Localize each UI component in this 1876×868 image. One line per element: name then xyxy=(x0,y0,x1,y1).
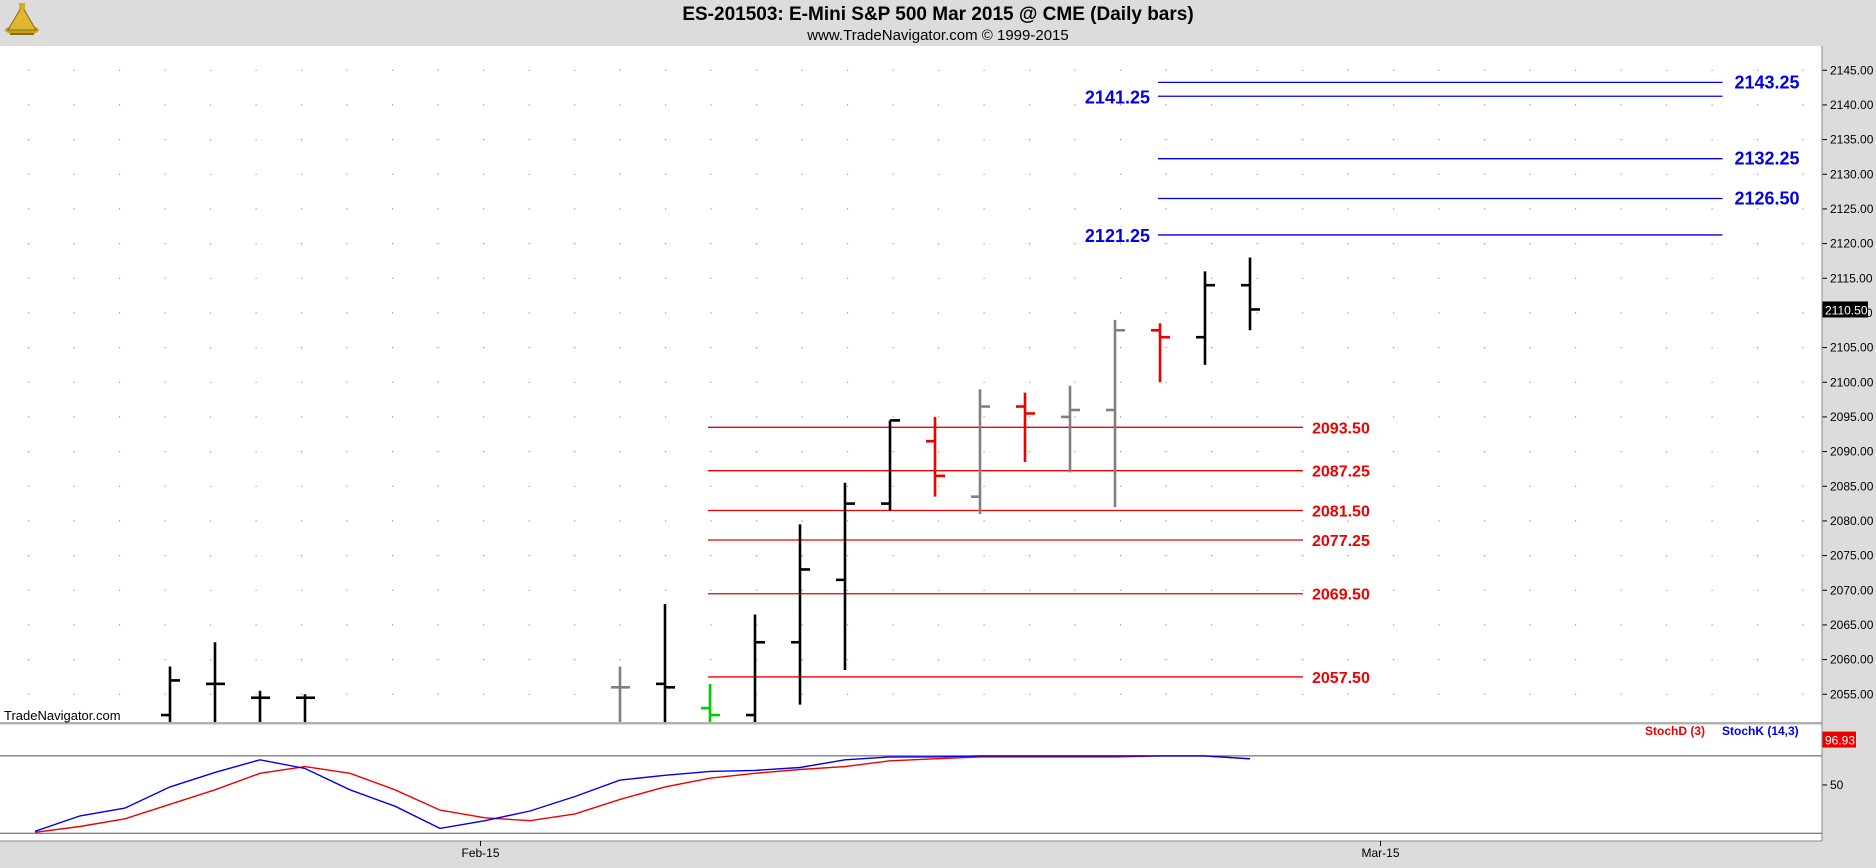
price-tick-label: 2080.00 xyxy=(1830,514,1874,528)
chart-subtitle: www.TradeNavigator.com © 1999-2015 xyxy=(806,27,1068,44)
price-axis: 2145.00 2140.00 2135.00 2130.00 2125.00 2120.… xyxy=(1822,63,1874,701)
price-tick-label: 2140.00 xyxy=(1830,98,1874,112)
ohlc-bar xyxy=(1196,271,1215,365)
price-tick-label: 2085.00 xyxy=(1830,479,1874,493)
price-bars xyxy=(161,257,1260,722)
resistance-label: 2126.50 xyxy=(1735,189,1800,209)
support-label: 2081.50 xyxy=(1312,504,1370,521)
date-tick-label: Mar-15 xyxy=(1361,846,1399,860)
grid-dots xyxy=(28,69,1804,695)
ohlc-bar xyxy=(251,690,270,722)
support-label: 2093.50 xyxy=(1312,420,1370,437)
ohlc-bar xyxy=(206,642,225,722)
price-grid xyxy=(28,69,1804,695)
price-tick-label: 2100.00 xyxy=(1830,375,1874,389)
ohlc-bar xyxy=(746,614,765,722)
price-tick-label: 2130.00 xyxy=(1830,167,1874,181)
resistance-label: 2121.25 xyxy=(1085,226,1150,246)
ohlc-bar xyxy=(1061,385,1080,473)
resistance-label: 2143.25 xyxy=(1735,72,1800,92)
ohlc-bar xyxy=(701,683,720,722)
ohlc-bar xyxy=(656,604,675,722)
stoch-last-value-box xyxy=(1822,731,1856,748)
support-label: 2077.25 xyxy=(1312,533,1370,550)
ohlc-bar xyxy=(926,416,945,497)
ohlc-bar xyxy=(296,694,315,722)
stoch-last-value-label: 96.93 xyxy=(1825,734,1855,748)
ohlc-bar xyxy=(611,666,630,722)
date-tick-label: Feb-15 xyxy=(461,846,499,860)
price-tick-label: 2070.00 xyxy=(1830,583,1874,597)
price-tick-label: 2075.00 xyxy=(1830,549,1874,563)
price-tick-label: 2105.00 xyxy=(1830,341,1874,355)
chart-title: ES-201503: E-Mini S&P 500 Mar 2015 @ CME… xyxy=(682,4,1193,25)
ohlc-bar xyxy=(836,482,855,670)
watermark: TradeNavigator.com xyxy=(4,708,121,723)
price-tick-label: 2125.00 xyxy=(1830,202,1874,216)
ohlc-bar xyxy=(1151,323,1170,383)
ohlc-bar xyxy=(791,524,810,705)
stoch-tick-label: 50 xyxy=(1830,778,1844,792)
ohlc-bar xyxy=(1106,319,1125,508)
resistance-label: 2132.25 xyxy=(1735,149,1800,169)
stoch-k-line xyxy=(34,755,1251,832)
price-tick-label: 2060.00 xyxy=(1830,653,1874,667)
ohlc-bar xyxy=(1241,257,1260,331)
date-axis: Feb-15 Mar-15 xyxy=(461,841,1400,860)
price-tick-label: 2145.00 xyxy=(1830,63,1874,77)
stoch-d-line xyxy=(34,755,1251,833)
ohlc-bar xyxy=(161,666,180,722)
logo-icon xyxy=(5,3,39,35)
ohlc-bar xyxy=(1016,392,1035,462)
support-label: 2069.50 xyxy=(1312,587,1370,604)
ohlc-bar xyxy=(971,389,990,514)
price-tick-label: 2135.00 xyxy=(1830,133,1874,147)
last-price-box xyxy=(1822,301,1868,318)
price-tick-label: 2090.00 xyxy=(1830,445,1874,459)
resistance-label: 2141.25 xyxy=(1085,87,1150,107)
last-price-label: 2110.50 xyxy=(1825,303,1868,317)
price-tick-label: 2120.00 xyxy=(1830,237,1874,251)
stochastic-panel xyxy=(0,725,1822,841)
support-label: 2057.50 xyxy=(1312,670,1370,687)
ohlc-bar xyxy=(881,419,900,511)
stoch-legend-k: StochK (14,3) xyxy=(1722,724,1799,738)
support-label: 2087.25 xyxy=(1312,464,1370,481)
price-tick-label: 2115.00 xyxy=(1830,271,1873,285)
price-tick-label: 2095.00 xyxy=(1830,410,1874,424)
stochastic-indicator: StochD (3) StochK (14,3) 50 96.93 xyxy=(0,724,1856,834)
stoch-legend-d: StochD (3) xyxy=(1645,724,1705,738)
price-panel xyxy=(0,46,1822,722)
price-tick-label: 2055.00 xyxy=(1830,687,1874,701)
price-levels: 2143.25 2141.25 2132.25 2126.50 2121.25 2093.… xyxy=(708,72,1800,687)
price-tick-label: 2065.00 xyxy=(1830,618,1874,632)
